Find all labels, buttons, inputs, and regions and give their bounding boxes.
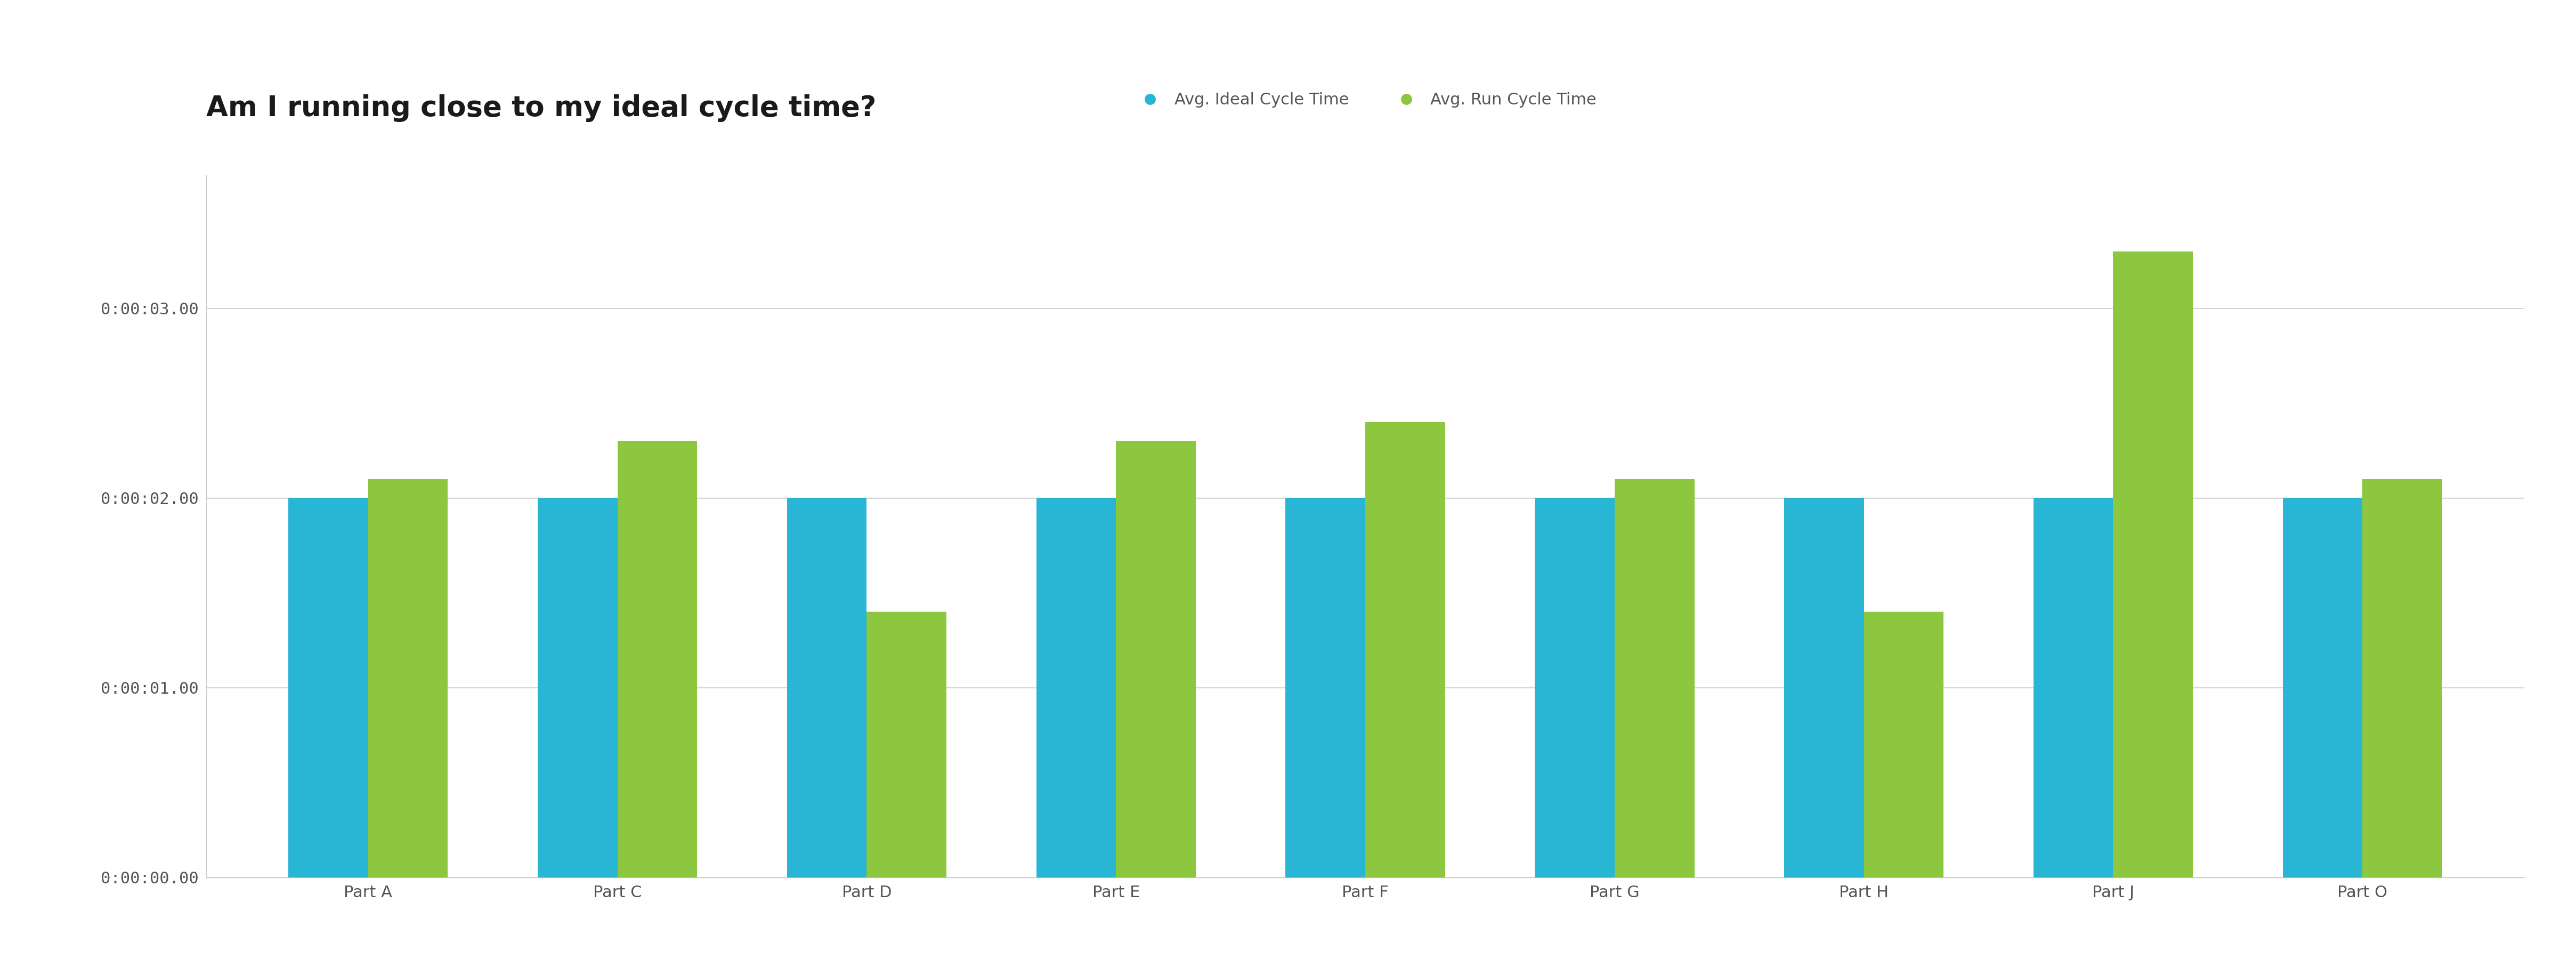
Bar [2032, 498, 2112, 878]
Bar [2282, 498, 2362, 878]
Bar [368, 479, 448, 878]
Bar [2362, 479, 2442, 878]
Text: Am I running close to my ideal cycle time?: Am I running close to my ideal cycle tim… [206, 95, 876, 122]
Bar [1036, 498, 1115, 878]
Bar [1785, 498, 1865, 878]
Bar [866, 612, 945, 878]
Bar [1535, 498, 1615, 878]
Bar [289, 498, 368, 878]
Bar [786, 498, 866, 878]
Legend: Avg. Ideal Cycle Time, Avg. Run Cycle Time: Avg. Ideal Cycle Time, Avg. Run Cycle Ti… [1133, 93, 1597, 108]
Bar [1365, 422, 1445, 878]
Bar [1285, 498, 1365, 878]
Bar [618, 441, 698, 878]
Bar [2112, 252, 2192, 878]
Bar [538, 498, 618, 878]
Bar [1115, 441, 1195, 878]
Bar [1615, 479, 1695, 878]
Bar [1865, 612, 1945, 878]
